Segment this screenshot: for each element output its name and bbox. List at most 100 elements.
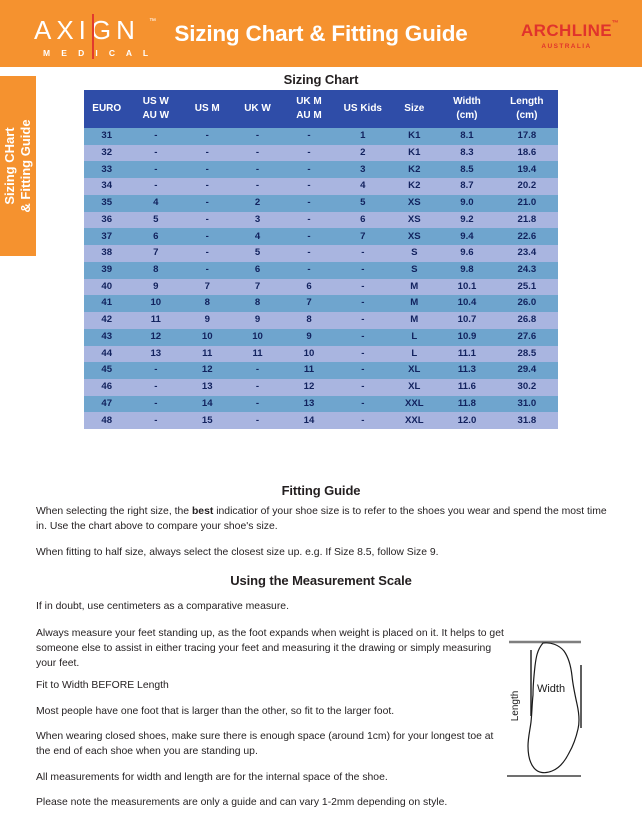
- table-row: 37 6-4-7 XS 9.4 22.6: [84, 228, 558, 246]
- table-cell: -: [129, 128, 183, 145]
- table-cell: 10.4: [438, 295, 496, 313]
- table-cell: 38: [84, 245, 130, 262]
- measurement-paragraph-5: When wearing closed shoes, make sure the…: [36, 731, 494, 757]
- table-cell: 12: [129, 328, 183, 346]
- table-cell: 11: [282, 362, 336, 380]
- table-cell: -: [182, 178, 233, 195]
- table-cell: 2: [232, 194, 283, 212]
- table-cell: 11: [182, 345, 233, 363]
- axign-logo: AXIGN M E D I C A L ™: [34, 14, 174, 59]
- table-cell: XL: [390, 362, 439, 380]
- column-header-line: US Kids: [343, 102, 382, 114]
- table-row: 42 11 9 9 8- M 10.7 26.8: [84, 312, 558, 329]
- table-cell: 24.3: [495, 261, 558, 279]
- table-cell: L: [390, 345, 439, 363]
- table-cell: -: [232, 178, 283, 195]
- fitting-p1-part-1: When selecting the right size, the: [36, 506, 192, 517]
- measurement-paragraph-4: Most people have one foot that is larger…: [36, 706, 395, 717]
- side-tab: Sizing CHart & Fitting Guide: [0, 76, 36, 256]
- table-cell: S: [390, 261, 439, 279]
- fitting-guide-paragraph-2: When fitting to half size, always select…: [36, 547, 439, 558]
- table-cell: 10: [282, 345, 336, 363]
- column-header-line: Width: [453, 96, 481, 107]
- table-cell: 10: [232, 328, 283, 346]
- table-cell: -: [282, 178, 336, 195]
- table-cell: 23.4: [495, 245, 558, 262]
- archline-logo: ARCHLINE ™ AUSTRALIA: [509, 20, 624, 50]
- column-header-line: Size: [404, 102, 425, 114]
- table-cell: 7: [335, 228, 391, 246]
- table-cell: 5: [335, 194, 391, 212]
- table-column-header: EURO: [84, 90, 130, 128]
- table-cell: 8: [282, 312, 336, 329]
- table-cell: 45: [84, 362, 130, 380]
- table-cell: 6: [282, 278, 336, 296]
- table-cell: XL: [390, 379, 439, 396]
- table-cell: 11.8: [438, 395, 496, 413]
- table-cell: XS: [390, 228, 439, 246]
- table-cell: 31.8: [495, 412, 558, 430]
- table-cell: 44: [84, 345, 130, 363]
- table-cell: 31.0: [495, 395, 558, 413]
- table-cell: -: [182, 144, 233, 162]
- table-cell: 8: [182, 295, 233, 313]
- table-cell: 9: [232, 312, 283, 329]
- table-cell: 12: [282, 379, 336, 396]
- table-row: 44 13 11 11 10- L 11.1 28.5: [84, 345, 558, 363]
- column-header-line: US M: [194, 102, 220, 114]
- table-cell: 13: [129, 345, 183, 363]
- table-cell: 42: [84, 312, 130, 329]
- table-cell: 7: [282, 295, 336, 313]
- measurement-scale-heading: Using the Measurement Scale: [230, 573, 412, 588]
- table-cell: 35: [84, 194, 130, 212]
- table-cell: -: [335, 261, 391, 279]
- table-cell: 41: [84, 295, 130, 313]
- table-row: 33- - - -3 K2 8.5 19.4: [84, 161, 558, 179]
- table-row: 31- - - -1 K1 8.1 17.8: [84, 128, 558, 145]
- width-label: Width: [537, 683, 565, 695]
- table-row: 36 5-3-6 XS 9.2 21.8: [84, 211, 558, 229]
- table-cell: 48: [84, 412, 130, 430]
- sizing-chart-heading: Sizing Chart: [283, 72, 359, 87]
- table-cell: M: [390, 312, 439, 329]
- measurement-paragraph-1: If in doubt, use centimeters as a compar…: [36, 601, 289, 612]
- table-cell: -: [232, 379, 283, 396]
- measurement-paragraph-3: Fit to Width BEFORE Length: [36, 680, 169, 691]
- table-cell: 20.2: [495, 178, 558, 195]
- table-cell: 47: [84, 395, 130, 413]
- table-cell: 9: [129, 278, 183, 296]
- column-header-line: US W: [142, 96, 169, 107]
- table-cell: -: [129, 379, 183, 396]
- axign-trademark-icon: ™: [149, 18, 156, 25]
- table-cell: 14: [282, 412, 336, 430]
- archline-wordmark: ARCHLINE ™: [521, 20, 619, 39]
- table-column-header: US M: [182, 90, 233, 128]
- column-header-line: UK W: [244, 102, 271, 114]
- table-cell: -: [129, 161, 183, 179]
- table-cell: L: [390, 328, 439, 346]
- table-cell: -: [335, 245, 391, 262]
- table-cell: XS: [390, 211, 439, 229]
- table-row: 38 7-5- - S 9.6 23.4: [84, 245, 558, 262]
- table-cell: 12: [182, 362, 233, 380]
- table-row: 32- - - -2 K1 8.3 18.6: [84, 144, 558, 162]
- table-column-header: Width (cm): [438, 90, 496, 128]
- table-cell: -: [182, 128, 233, 145]
- table-cell: -: [335, 412, 391, 430]
- table-cell: -: [182, 194, 233, 212]
- fitting-guide-paragraph-1: When selecting the right size, the best …: [36, 505, 608, 535]
- page-title: Sizing Chart & Fitting Guide: [174, 21, 468, 46]
- table-cell: 2: [335, 144, 391, 162]
- table-cell: K2: [390, 178, 439, 195]
- foot-outline-icon: Width Length: [507, 640, 582, 777]
- table-cell: -: [282, 228, 336, 246]
- sizing-chart-table: EURO US W AU W US M UK W UK M AU M US Kids Size W…: [84, 90, 558, 430]
- table-cell: 8: [232, 295, 283, 313]
- table-cell: -: [232, 395, 283, 413]
- table-cell: 14: [182, 395, 233, 413]
- table-cell: K1: [390, 144, 439, 162]
- table-cell: -: [182, 161, 233, 179]
- measurement-paragraph-2: Always measure your feet standing up, as…: [36, 628, 504, 669]
- table-cell: 8.7: [438, 178, 496, 195]
- table-cell: 22.6: [495, 228, 558, 246]
